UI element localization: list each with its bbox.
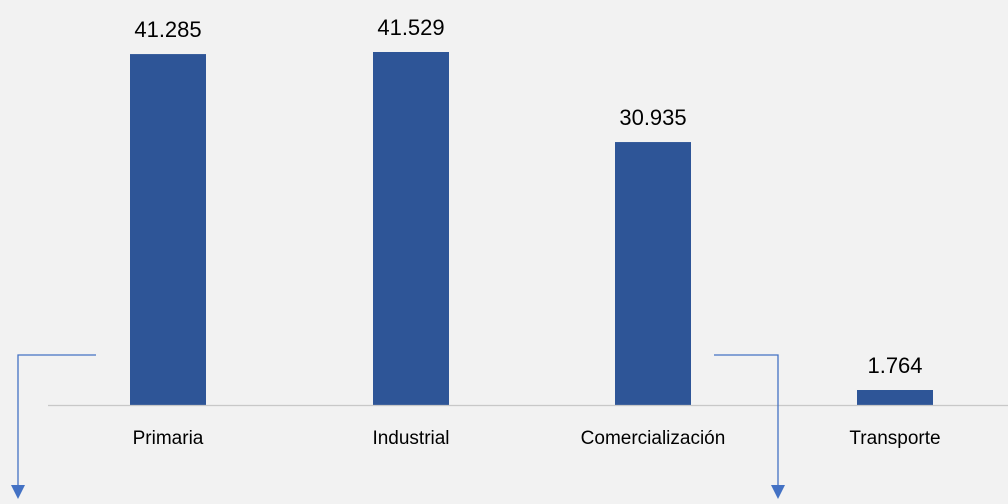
category-label-transporte: Transporte	[849, 428, 940, 449]
category-label-industrial: Industrial	[372, 428, 449, 449]
left-connector-arrow	[11, 354, 96, 499]
value-label-comercializacion: 30.935	[619, 105, 686, 130]
category-label-comercializacion: Comercialización	[581, 428, 726, 449]
right-connector-arrow	[714, 354, 785, 499]
value-label-industrial: 41.529	[377, 15, 444, 40]
bar-comercializacion	[615, 142, 691, 406]
value-label-transporte: 1.764	[867, 353, 922, 378]
category-label-primaria: Primaria	[133, 428, 204, 449]
value-labels-group: 41.285 41.529 30.935 1.764	[134, 15, 922, 378]
bar-transporte	[857, 390, 933, 405]
bar-industrial	[373, 52, 449, 405]
value-label-primaria: 41.285	[134, 17, 201, 42]
bars-group	[130, 52, 933, 406]
bar-primaria	[130, 54, 206, 405]
category-labels-group: Primaria Industrial Comercialización Transp…	[133, 428, 941, 449]
